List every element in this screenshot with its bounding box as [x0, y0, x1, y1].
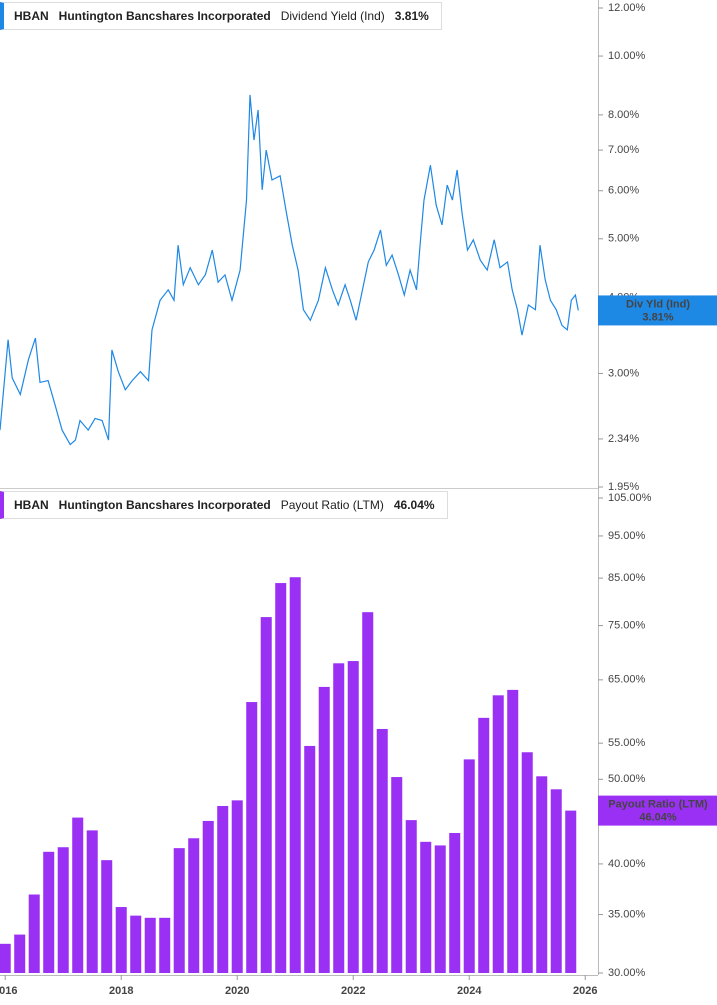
bar: [217, 806, 229, 973]
y-tick-label: 8.00%: [608, 109, 639, 121]
current-tag-value: 3.81%: [642, 311, 673, 323]
y-tick-label: 40.00%: [608, 858, 646, 870]
x-tick-label: 2022: [341, 985, 365, 997]
bar: [57, 847, 69, 973]
y-tick-label: 50.00%: [608, 773, 646, 785]
ticker: HBAN: [14, 9, 49, 23]
y-tick-label: 55.00%: [608, 737, 646, 749]
bar: [362, 612, 374, 973]
bar: [202, 820, 214, 973]
y-tick-label: 65.00%: [608, 674, 646, 686]
current-tag-name: Payout Ratio (LTM): [608, 799, 708, 811]
y-tick-label: 2.34%: [608, 433, 639, 445]
bar: [405, 820, 417, 973]
bar: [231, 800, 243, 973]
y-tick-label: 1.95%: [608, 481, 639, 493]
company: Huntington Bancshares Incorporated: [58, 9, 271, 23]
bar: [159, 917, 171, 973]
bar: [318, 686, 330, 973]
bar: [260, 617, 272, 973]
y-tick-label: 12.00%: [608, 2, 646, 14]
x-tick-label: 2024: [457, 985, 482, 997]
x-tick-label: 2018: [109, 985, 133, 997]
current-tag-value: 46.04%: [639, 812, 677, 824]
y-tick-label: 3.00%: [608, 367, 639, 379]
x-tick-label: 2026: [573, 985, 597, 997]
bar: [376, 728, 388, 973]
bar: [14, 934, 26, 973]
current-tag-name: Div Yld (Ind): [626, 298, 690, 310]
bar: [0, 943, 11, 973]
y-tick-label: 35.00%: [608, 908, 646, 920]
legend-header: HBAN Huntington Bancshares Incorporated …: [0, 491, 448, 519]
bar: [72, 817, 84, 973]
current-value: 46.04%: [393, 498, 435, 512]
y-tick-label: 105.00%: [608, 492, 652, 504]
bar: [43, 851, 55, 973]
company: Huntington Bancshares Incorporated: [58, 498, 271, 512]
bar: [463, 759, 475, 973]
metric: Dividend Yield (Ind): [280, 9, 385, 23]
current-value: 3.81%: [394, 9, 429, 23]
y-tick-label: 6.00%: [608, 185, 639, 197]
line: [0, 94, 579, 446]
y-tick-label: 7.00%: [608, 144, 639, 156]
y-tick-label: 5.00%: [608, 233, 639, 245]
bar: [420, 841, 432, 973]
y-tick-label: 75.00%: [608, 619, 646, 631]
legend-header: HBAN Huntington Bancshares Incorporated …: [0, 2, 442, 30]
y-tick-label: 10.00%: [608, 50, 646, 62]
bar: [521, 752, 533, 973]
y-tick-label: 95.00%: [608, 530, 646, 542]
bar: [536, 776, 548, 973]
bar: [101, 860, 113, 973]
bar: [275, 583, 287, 973]
bar: [289, 577, 301, 973]
y-tick-label: 30.00%: [608, 967, 646, 979]
bar: [188, 838, 200, 973]
bar: [347, 661, 359, 973]
y-tick-label: 85.00%: [608, 572, 646, 584]
bar: [86, 830, 98, 973]
bar: [333, 663, 345, 973]
current-tag: [598, 295, 717, 326]
ticker: HBAN: [14, 498, 49, 512]
bar: [130, 915, 142, 973]
metric: Payout Ratio (LTM): [280, 498, 384, 512]
x-tick-label: 2020: [225, 985, 249, 997]
bar: [391, 777, 403, 973]
bar: [565, 810, 577, 973]
bar: [28, 894, 40, 973]
x-tick-label: 2016: [0, 985, 17, 997]
bar: [304, 745, 316, 973]
bar: [144, 917, 156, 973]
bar: [246, 702, 258, 973]
bar: [434, 845, 446, 973]
bar: [173, 848, 185, 973]
bar: [478, 717, 490, 973]
bar: [115, 907, 127, 973]
current-tag: [598, 795, 717, 826]
bar: [507, 689, 519, 973]
bar: [550, 789, 562, 973]
bar: [449, 832, 461, 973]
bar: [492, 695, 504, 973]
